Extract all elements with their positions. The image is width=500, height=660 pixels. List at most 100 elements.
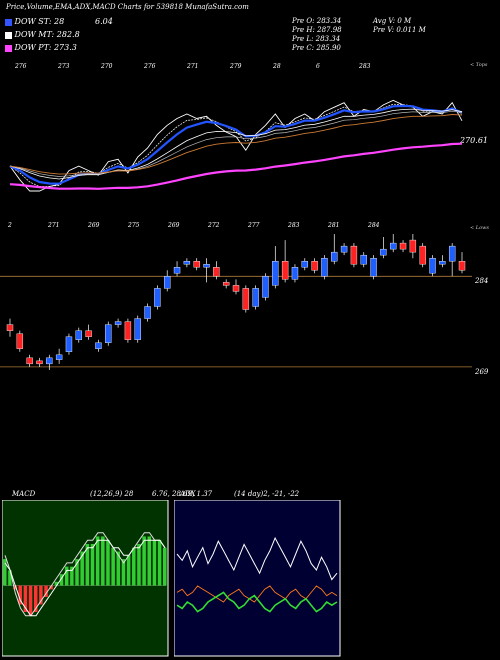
- candle-body: [232, 285, 240, 292]
- macd-histogram-bar: [95, 536, 100, 586]
- bottom-tick-label: 271: [48, 222, 60, 229]
- macd-histogram-bar: [33, 585, 38, 612]
- macd-line: [4, 532, 166, 617]
- candle-body: [124, 321, 132, 340]
- candle-body: [203, 264, 210, 268]
- price-line: [9, 99, 463, 192]
- prev-volume: Pre V: 0.011 M: [373, 26, 426, 34]
- candle-body: [448, 245, 456, 262]
- macd-histogram-bar: [152, 540, 157, 586]
- prev-high: Pre H: 287.98: [292, 26, 342, 34]
- candle-body: [173, 267, 181, 274]
- macd-panel: [2, 500, 169, 657]
- candle-body: [429, 257, 436, 274]
- candle-body: [331, 251, 338, 262]
- candle-body: [213, 267, 220, 277]
- candle-body: [26, 357, 33, 365]
- ema-pt-line: [9, 142, 463, 190]
- bottom-tick-label: 275: [128, 222, 140, 229]
- candle-body: [291, 267, 299, 280]
- macd-histogram-bar: [59, 574, 64, 586]
- prev-low: Pre L: 283.34: [292, 35, 341, 43]
- bottom-tick-label: 277: [248, 222, 260, 229]
- legend-label: DOW PT: 273.3: [14, 43, 77, 52]
- top-tick-label: 6: [316, 63, 320, 70]
- macd-histogram-bar: [23, 585, 28, 612]
- avg-volume: Avg V: 0 M: [373, 17, 412, 25]
- candle-body: [311, 261, 318, 271]
- ema-long-line: [9, 114, 463, 175]
- adx-lines: [176, 536, 338, 613]
- bottom-tick-label: 269: [168, 222, 180, 229]
- macd-histogram-bar: [90, 544, 95, 586]
- candle-body: [370, 257, 377, 277]
- candle-body: [301, 261, 308, 268]
- top-tick-label: 276: [15, 63, 27, 70]
- adx-line: [176, 536, 338, 581]
- legend-swatch: [5, 18, 12, 26]
- legend-label: DOW MT: 282.8: [14, 30, 80, 39]
- legend-item-pt: DOW PT: 273.3: [5, 43, 77, 52]
- bottom-tick-label: 2: [8, 222, 12, 229]
- macd-histogram-bar: [39, 585, 43, 605]
- candle-body: [134, 318, 141, 340]
- macd-histogram-bar: [126, 555, 131, 586]
- candle-body: [6, 324, 14, 331]
- legend-label: DOW ST: 28: [14, 17, 65, 26]
- top-tick-label: 28: [273, 63, 281, 70]
- candle-body: [95, 342, 102, 349]
- bottom-tick-label: 283: [288, 222, 300, 229]
- top-tick-label: 270: [101, 63, 113, 70]
- reference-lines: [0, 275, 472, 368]
- price-label-upper: 284: [475, 277, 489, 285]
- lows-tag: < Lows: [470, 225, 489, 231]
- candle-body: [399, 242, 407, 250]
- macd-histogram-bar: [157, 540, 162, 586]
- candle-body: [222, 282, 230, 286]
- legend-value: 6.04: [95, 17, 113, 26]
- candle-body: [242, 288, 250, 310]
- chart-title: Price,Volume,EMA,ADX,MACD Charts for 539…: [6, 3, 249, 11]
- top-tick-label: 279: [230, 63, 242, 70]
- adx-frame: [174, 500, 341, 657]
- candle-body: [390, 242, 397, 250]
- legend-item-mt: DOW MT: 282.8: [5, 30, 80, 39]
- macd-histogram-bar: [137, 544, 141, 586]
- adx-panel: [174, 500, 341, 657]
- candle-body: [272, 261, 279, 286]
- macd-histogram-bar: [142, 536, 146, 586]
- adx-params: (14 day)2, -21, -22: [234, 490, 300, 498]
- macd-histogram-bar: [44, 585, 48, 597]
- macd-histogram-bar: [111, 547, 115, 586]
- ema-st-line: [9, 104, 463, 185]
- candle-body: [193, 261, 200, 268]
- macd-lines: [3, 532, 167, 617]
- top-tick-label: 271: [187, 63, 199, 70]
- candle-body: [105, 324, 112, 343]
- legend-swatch: [5, 31, 12, 39]
- adx-plus-di-line: [176, 591, 338, 613]
- macd-histogram-bar: [80, 551, 84, 586]
- candles: [6, 234, 466, 370]
- ema-mid-line: [9, 110, 463, 177]
- candle-body: [321, 257, 328, 277]
- macd-histogram-bar: [147, 536, 152, 586]
- candle-body: [281, 261, 289, 280]
- tops-tag: < Tops: [470, 62, 488, 68]
- price-chart: [0, 99, 472, 370]
- candle-body: [458, 261, 466, 271]
- candle-body: [350, 245, 358, 265]
- candle-body: [252, 288, 259, 307]
- candle-body: [360, 254, 367, 265]
- macd-histogram-bar: [101, 536, 105, 586]
- ema-mt-line: [9, 108, 463, 180]
- macd-histogram-bar: [64, 566, 69, 586]
- prev-open: Pre O: 283.34: [292, 17, 342, 25]
- ema-short-line: [9, 103, 463, 187]
- macd-histogram-bar: [75, 559, 79, 586]
- candle-body: [36, 360, 43, 365]
- macd-values: 6.76, 28.69, 1.37: [152, 490, 213, 498]
- bottom-tick-label: 281: [328, 222, 340, 229]
- candle-body: [262, 276, 269, 298]
- macd-params: (12,26,9) 28: [90, 490, 134, 498]
